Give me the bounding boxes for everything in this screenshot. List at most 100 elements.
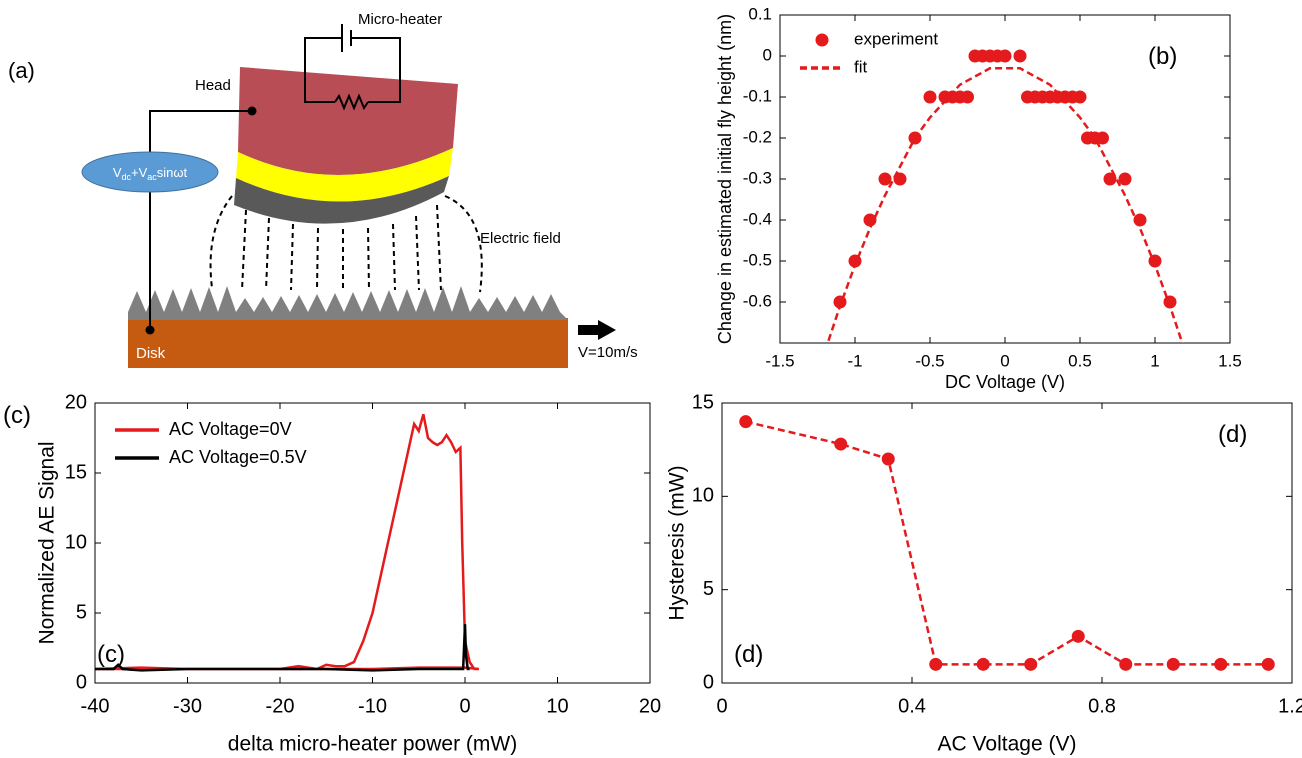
field-line [367, 227, 370, 291]
data-point [929, 657, 943, 671]
data-point [834, 437, 848, 451]
field-line [316, 227, 319, 291]
y-tick-label: -0.1 [743, 86, 772, 105]
x-tick-label: 0 [459, 695, 470, 717]
field-line [265, 217, 270, 291]
data-point [923, 90, 937, 104]
field-lines [209, 195, 483, 293]
arrow-head [598, 320, 616, 340]
heater-label: Micro-heater [358, 11, 442, 28]
data-point [1166, 657, 1180, 671]
resistor [334, 93, 369, 111]
velocity-label: V=10m/s [578, 344, 638, 361]
y-tick-label: 0 [763, 45, 772, 64]
series-line [95, 413, 480, 671]
y-tick-label: 10 [65, 531, 87, 553]
data-point [998, 49, 1012, 63]
y-tick-label: -0.4 [743, 209, 772, 228]
y-tick-label: 0.1 [748, 4, 772, 23]
y-tick-label: 10 [692, 485, 714, 507]
chart-panel: -40 -30 -20 -10 0 10 20 0 5 10 15 20 delta micro-hea… [3, 391, 661, 755]
disk-roughness [128, 286, 568, 320]
x-axis-label: delta micro-heater power (mW) [228, 733, 517, 756]
voltage-source [81, 151, 219, 193]
source-part: dc [121, 172, 131, 182]
y-axis-label: Change in estimated initial fly height (… [715, 14, 735, 344]
legend-label: AC Voltage=0V [169, 419, 292, 439]
x-tick-label: 1 [1150, 351, 1159, 370]
x-tick-label: 1.2 [1278, 695, 1302, 717]
y-tick-label: -0.5 [743, 250, 772, 269]
series-line [826, 67, 1184, 343]
diagram: (a) Disk Electric field Head [8, 11, 638, 368]
legend-label: fit [854, 57, 868, 76]
data-point [976, 657, 990, 671]
panel-label: (d) [734, 641, 763, 668]
panel-label: (a) [8, 58, 35, 83]
field-line [290, 223, 294, 291]
contact-dot [247, 106, 257, 116]
y-tick-label: -0.6 [743, 291, 772, 310]
y-tick-label: 0 [703, 671, 714, 693]
y-tick-label: -0.2 [743, 127, 772, 146]
data-point [1163, 295, 1177, 309]
wire [304, 37, 342, 92]
chart-panel: 0 0.4 0.8 1.2 0 5 10 15 AC Voltage (V) Hysteresis… [666, 391, 1302, 755]
x-tick-label: 0 [716, 695, 727, 717]
disk [128, 318, 568, 368]
x-axis-label: DC Voltage (V) [945, 372, 1065, 392]
field-line [392, 223, 396, 291]
field-line [444, 195, 483, 293]
x-tick-label: 20 [639, 695, 661, 717]
y-tick-label: 20 [65, 391, 87, 413]
head [238, 67, 458, 176]
y-tick-label: 5 [76, 601, 87, 623]
legend-marker [815, 33, 829, 47]
y-tick-label: 5 [703, 578, 714, 600]
data-point [1013, 49, 1027, 63]
x-tick-label: -1 [847, 351, 862, 370]
source-part: ac [147, 172, 157, 182]
data-point [1071, 629, 1085, 643]
data-point [1073, 90, 1087, 104]
data-point [1148, 254, 1162, 268]
field-line [415, 215, 420, 291]
x-tick-label: 1.5 [1218, 351, 1242, 370]
x-tick-label: -40 [81, 695, 110, 717]
y-tick-label: 15 [692, 391, 714, 413]
x-axis-label: AC Voltage (V) [938, 733, 1077, 756]
data-point [1261, 657, 1275, 671]
y-axis-label: Hysteresis (mW) [666, 465, 689, 620]
wire [351, 37, 401, 103]
y-axis-label: Normalized AE Signal [36, 441, 59, 644]
legend-label: AC Voltage=0.5V [169, 447, 307, 467]
head-bottom [234, 176, 449, 224]
data-point [893, 172, 907, 186]
data-point [881, 452, 895, 466]
source-part: +V [131, 165, 148, 180]
x-tick-label: 10 [546, 695, 568, 717]
field-line [241, 209, 247, 291]
data-point [878, 172, 892, 186]
data-point [739, 415, 753, 429]
panel-label: (d) [1218, 421, 1247, 448]
data-point [1214, 657, 1228, 671]
x-tick-label: 0.5 [1068, 351, 1092, 370]
x-tick-label: 0 [1000, 351, 1009, 370]
wire [304, 92, 335, 103]
field-label: Electric field [480, 230, 561, 247]
x-tick-label: -0.5 [915, 351, 944, 370]
plot-frame [721, 402, 1293, 684]
head-label: Head [195, 77, 231, 94]
x-tick-label: 0.8 [1088, 695, 1116, 717]
panel-label: (c) [97, 641, 125, 668]
panel-label: (b) [1148, 43, 1177, 70]
contact-dot [145, 325, 155, 335]
x-tick-label: -10 [358, 695, 387, 717]
source-part: sinωt [157, 165, 188, 180]
field-line [209, 195, 233, 289]
data-point [961, 90, 974, 104]
x-tick-label: 0.4 [898, 695, 926, 717]
source-part: V [113, 165, 122, 180]
